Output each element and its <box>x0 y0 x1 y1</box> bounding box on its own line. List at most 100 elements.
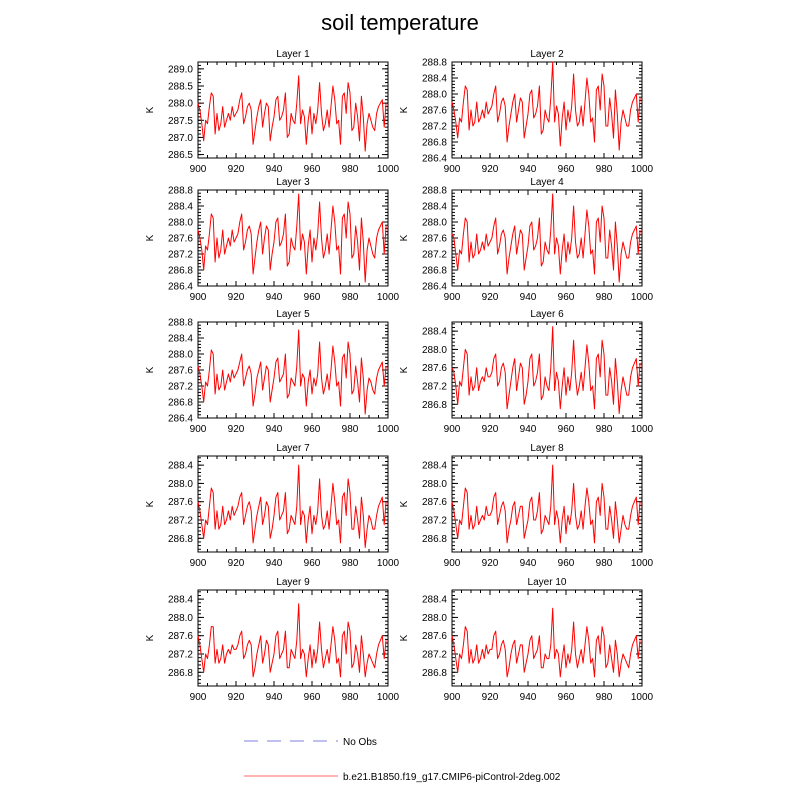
x-tick-label: 960 <box>304 692 321 703</box>
y-tick-label: 288.8 <box>168 318 193 329</box>
y-tick-label: 287.2 <box>422 516 447 527</box>
x-tick-label: 1000 <box>631 692 654 703</box>
y-tick-label: 288.8 <box>422 58 447 69</box>
y-tick-label: 286.8 <box>422 138 447 149</box>
y-tick-label: 286.8 <box>422 266 447 277</box>
y-tick-label: 287.2 <box>168 650 193 661</box>
y-tick-label: 288.0 <box>168 613 193 624</box>
panel-title: Layer 1 <box>276 49 310 60</box>
x-tick-label: 1000 <box>631 164 654 175</box>
y-axis-label: K <box>399 500 410 507</box>
x-tick-label: 940 <box>266 424 283 435</box>
legend: No Obs b.e21.B1850.f19_g17.CMIP6-piContr… <box>244 737 561 783</box>
x-tick-label: 1000 <box>631 424 654 435</box>
y-tick-label: 287.6 <box>422 234 447 245</box>
x-tick-label: 980 <box>596 292 613 303</box>
panel-layer-3: Layer 3 K 900 920 940 960 980 1000 286.4 286.8 287… <box>145 177 400 303</box>
x-tick-label: 1000 <box>631 292 654 303</box>
y-axis-label: K <box>399 366 410 373</box>
x-tick-label: 980 <box>342 692 359 703</box>
x-tick-label: 960 <box>304 164 321 175</box>
x-tick-label: 900 <box>444 424 461 435</box>
panel-layer-6: Layer 6 K 900 920 940 960 980 1000 286.8 287.2 287… <box>399 309 654 435</box>
y-axis-label: K <box>399 106 410 113</box>
x-tick-label: 940 <box>520 558 537 569</box>
panels: Layer 1 K 900 920 940 960 980 1000 286.5 287.0 287… <box>145 49 654 703</box>
x-tick-label: 980 <box>596 558 613 569</box>
y-tick-label: 288.4 <box>422 327 447 338</box>
series-line <box>451 61 641 151</box>
x-tick-label: 920 <box>482 558 499 569</box>
x-tick-label: 920 <box>482 164 499 175</box>
x-tick-label: 900 <box>444 292 461 303</box>
y-tick-label: 286.5 <box>168 150 193 161</box>
y-tick-label: 288.0 <box>168 479 193 490</box>
panel-layer-10: Layer 10 K 900 920 940 960 980 1000 286.8 287.2 28… <box>399 577 654 703</box>
series-line <box>197 193 387 283</box>
x-tick-label: 900 <box>190 292 207 303</box>
x-tick-label: 920 <box>228 164 245 175</box>
x-tick-label: 960 <box>558 692 575 703</box>
y-tick-label: 287.6 <box>422 363 447 374</box>
x-tick-label: 1000 <box>377 692 400 703</box>
y-tick-label: 287.2 <box>422 382 447 393</box>
y-tick-label: 286.8 <box>422 400 447 411</box>
y-tick-label: 286.8 <box>422 668 447 679</box>
y-tick-label: 286.4 <box>422 154 447 165</box>
x-tick-label: 1000 <box>377 292 400 303</box>
plot-frame <box>197 189 389 287</box>
panel-title: Layer 2 <box>530 49 564 60</box>
series-line <box>197 329 387 415</box>
y-tick-label: 287.2 <box>422 650 447 661</box>
plot-frame <box>451 189 643 287</box>
y-tick-label: 286.4 <box>168 414 193 425</box>
x-tick-label: 1000 <box>631 558 654 569</box>
x-tick-label: 920 <box>228 424 245 435</box>
y-tick-label: 287.2 <box>168 250 193 261</box>
panel-title: Layer 4 <box>530 177 564 188</box>
y-tick-label: 286.8 <box>168 534 193 545</box>
panel-title: Layer 3 <box>276 177 310 188</box>
series-line <box>197 75 387 152</box>
y-tick-label: 288.0 <box>168 218 193 229</box>
y-axis-label: K <box>145 634 156 641</box>
y-tick-label: 288.4 <box>422 461 447 472</box>
y-tick-label: 286.8 <box>168 398 193 409</box>
x-tick-label: 980 <box>342 164 359 175</box>
figure-title: soil temperature <box>321 10 479 35</box>
y-tick-label: 287.6 <box>168 234 193 245</box>
y-tick-label: 288.8 <box>168 186 193 197</box>
x-tick-label: 920 <box>482 424 499 435</box>
x-tick-label: 900 <box>190 424 207 435</box>
y-tick-label: 288.4 <box>422 595 447 606</box>
panel-title: Layer 10 <box>528 577 567 588</box>
x-tick-label: 920 <box>482 692 499 703</box>
y-tick-label: 288.4 <box>422 74 447 85</box>
panel-title: Layer 6 <box>530 309 564 320</box>
series-line <box>197 603 387 678</box>
y-tick-label: 286.8 <box>168 668 193 679</box>
x-tick-label: 900 <box>444 692 461 703</box>
x-tick-label: 900 <box>190 558 207 569</box>
plot-frame <box>197 321 389 419</box>
y-tick-label: 287.6 <box>422 106 447 117</box>
panel-layer-7: Layer 7 K 900 920 940 960 980 1000 286.8 287.2 287… <box>145 443 400 569</box>
legend-model-label: b.e21.B1850.f19_g17.CMIP6-piControl-2deg… <box>343 772 561 783</box>
y-tick-label: 286.8 <box>422 534 447 545</box>
x-tick-label: 960 <box>558 558 575 569</box>
y-tick-label: 288.5 <box>168 82 193 93</box>
x-tick-label: 960 <box>304 292 321 303</box>
series-line <box>451 607 641 678</box>
y-axis-label: K <box>399 634 410 641</box>
y-tick-label: 287.2 <box>168 382 193 393</box>
y-tick-label: 288.0 <box>422 613 447 624</box>
x-tick-label: 960 <box>304 558 321 569</box>
y-tick-label: 287.0 <box>168 133 193 144</box>
y-axis-label: K <box>145 366 156 373</box>
y-axis-label: K <box>399 234 410 241</box>
x-tick-label: 940 <box>520 424 537 435</box>
y-tick-label: 288.0 <box>422 479 447 490</box>
x-tick-label: 940 <box>520 164 537 175</box>
y-tick-label: 287.2 <box>168 516 193 527</box>
